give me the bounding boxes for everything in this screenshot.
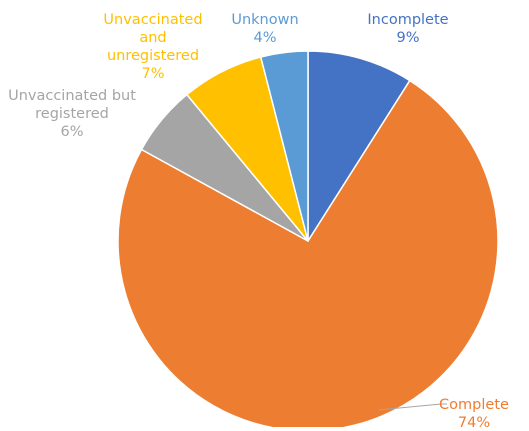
data-label-unvaccinated-but-registered: Unvaccinated but registered 6% <box>8 88 136 140</box>
data-label-unvaccinated-and-unregistered: Unvaccinated and unregistered 7% <box>103 12 202 82</box>
data-label-category: Unvaccinated <box>103 12 202 28</box>
pie-slice-complete <box>117 79 499 431</box>
data-label-category: registered <box>35 106 109 122</box>
data-label-category: and <box>139 30 166 46</box>
data-label-unknown: Unknown 4% <box>231 12 298 46</box>
data-label-value: 4% <box>253 30 276 46</box>
data-label-category: Unvaccinated but <box>8 88 136 104</box>
data-label-category: Incomplete <box>367 12 448 28</box>
data-label-category: unregistered <box>107 48 199 64</box>
data-label-category: Unknown <box>231 12 298 28</box>
data-label-value: 7% <box>141 66 164 82</box>
leader-line-complete <box>378 403 447 411</box>
data-label-value: 9% <box>396 30 419 46</box>
data-label-value: 74% <box>458 415 490 427</box>
pie-slice-incomplete <box>307 50 411 242</box>
pie-slice-unknown <box>260 50 309 242</box>
data-label-category: Complete <box>439 397 509 413</box>
data-label-value: 6% <box>60 124 83 140</box>
data-label-complete: Complete 74% <box>439 397 509 431</box>
data-label-incomplete: Incomplete 9% <box>367 12 448 46</box>
